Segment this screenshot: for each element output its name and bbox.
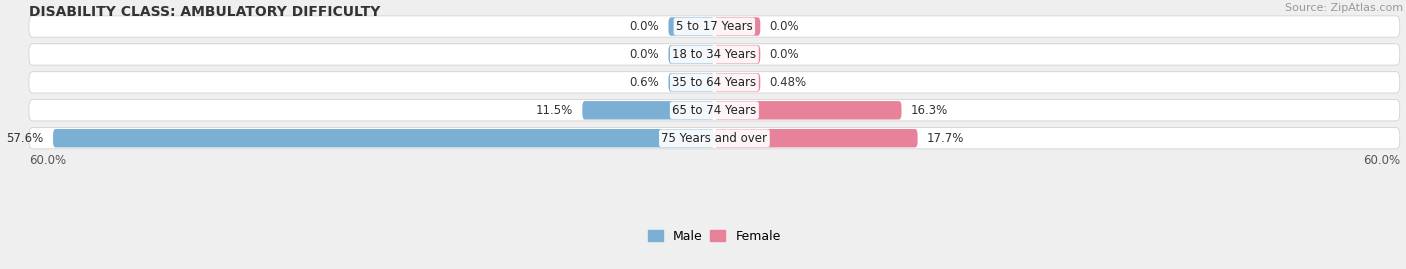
FancyBboxPatch shape: [30, 16, 1400, 37]
FancyBboxPatch shape: [714, 101, 901, 119]
Text: 57.6%: 57.6%: [7, 132, 44, 145]
Text: 60.0%: 60.0%: [30, 154, 66, 167]
Text: 11.5%: 11.5%: [536, 104, 574, 117]
Text: 0.0%: 0.0%: [769, 20, 799, 33]
FancyBboxPatch shape: [714, 129, 918, 147]
FancyBboxPatch shape: [582, 101, 714, 119]
Text: 0.0%: 0.0%: [769, 48, 799, 61]
FancyBboxPatch shape: [30, 44, 1400, 65]
Text: 60.0%: 60.0%: [1362, 154, 1400, 167]
Text: 5 to 17 Years: 5 to 17 Years: [676, 20, 752, 33]
FancyBboxPatch shape: [714, 17, 761, 36]
Text: 16.3%: 16.3%: [911, 104, 948, 117]
Text: 18 to 34 Years: 18 to 34 Years: [672, 48, 756, 61]
Text: 0.48%: 0.48%: [769, 76, 807, 89]
Text: 17.7%: 17.7%: [927, 132, 965, 145]
Legend: Male, Female: Male, Female: [648, 230, 780, 243]
FancyBboxPatch shape: [714, 73, 761, 91]
FancyBboxPatch shape: [30, 72, 1400, 93]
FancyBboxPatch shape: [668, 17, 714, 36]
Text: 0.6%: 0.6%: [630, 76, 659, 89]
Text: 0.0%: 0.0%: [630, 20, 659, 33]
Text: 65 to 74 Years: 65 to 74 Years: [672, 104, 756, 117]
FancyBboxPatch shape: [53, 129, 714, 147]
FancyBboxPatch shape: [714, 45, 761, 64]
Text: Source: ZipAtlas.com: Source: ZipAtlas.com: [1285, 3, 1403, 13]
FancyBboxPatch shape: [30, 128, 1400, 149]
Text: DISABILITY CLASS: AMBULATORY DIFFICULTY: DISABILITY CLASS: AMBULATORY DIFFICULTY: [30, 5, 380, 19]
Text: 75 Years and over: 75 Years and over: [661, 132, 768, 145]
FancyBboxPatch shape: [668, 45, 714, 64]
Text: 0.0%: 0.0%: [630, 48, 659, 61]
FancyBboxPatch shape: [30, 100, 1400, 121]
FancyBboxPatch shape: [668, 73, 714, 91]
Text: 35 to 64 Years: 35 to 64 Years: [672, 76, 756, 89]
